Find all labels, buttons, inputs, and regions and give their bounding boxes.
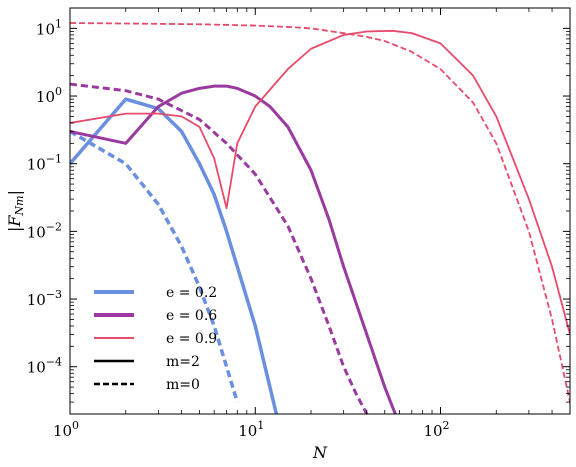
legend-label: m=0 bbox=[166, 377, 200, 393]
x-axis-title: N bbox=[312, 443, 328, 462]
y-tick-label: 101 bbox=[36, 17, 62, 38]
ticks-layer: 100 101 102 10−4 10−3 10−2 10−1 100 101 bbox=[27, 7, 571, 440]
y-tick-label: 10−4 bbox=[27, 356, 62, 377]
series-line-e0.9-m2 bbox=[70, 29, 570, 335]
y-axis-title: |FNm| bbox=[5, 190, 26, 232]
legend-label: m=2 bbox=[166, 354, 200, 370]
legend-label: e = 0.6 bbox=[166, 308, 217, 324]
series-line-e0.2-m0 bbox=[70, 129, 239, 403]
series-line-e0.6-m2 bbox=[70, 84, 397, 414]
x-tick-label: 100 bbox=[53, 419, 79, 440]
y-tick-label: 10−3 bbox=[27, 288, 62, 309]
series-layer bbox=[70, 22, 570, 414]
y-tick-label: 10−2 bbox=[27, 220, 62, 241]
legend-label: e = 0.2 bbox=[166, 285, 217, 301]
legend-label: e = 0.9 bbox=[166, 331, 217, 347]
x-tick-label: 102 bbox=[423, 419, 449, 440]
legend: e = 0.2 e = 0.6 e = 0.9 m=2 m=0 bbox=[94, 285, 217, 393]
plot-frame bbox=[69, 7, 571, 415]
series-line-e0.9-m0 bbox=[70, 22, 570, 403]
x-tick-label: 101 bbox=[238, 419, 264, 440]
series-line-e0.2-m2 bbox=[70, 97, 279, 414]
y-tick-label: 10−1 bbox=[27, 153, 62, 174]
y-tick-label: 100 bbox=[36, 85, 62, 106]
series-line-e0.6-m0 bbox=[70, 82, 369, 414]
